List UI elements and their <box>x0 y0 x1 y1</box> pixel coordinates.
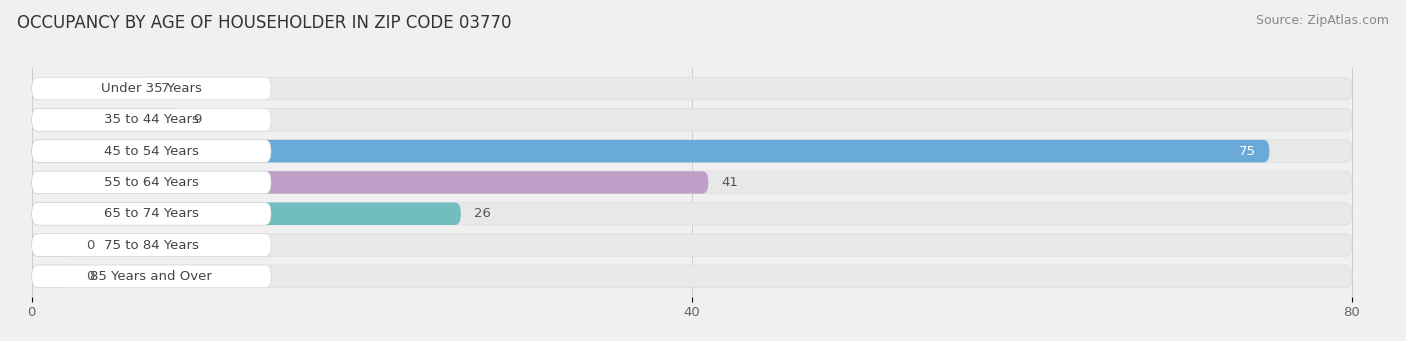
Text: 0: 0 <box>86 239 94 252</box>
FancyBboxPatch shape <box>32 108 1353 131</box>
FancyBboxPatch shape <box>32 108 180 131</box>
FancyBboxPatch shape <box>32 140 271 162</box>
FancyBboxPatch shape <box>32 77 148 100</box>
FancyBboxPatch shape <box>32 140 1270 162</box>
FancyBboxPatch shape <box>32 203 1353 225</box>
FancyBboxPatch shape <box>32 265 1353 287</box>
Text: 41: 41 <box>721 176 738 189</box>
Text: OCCUPANCY BY AGE OF HOUSEHOLDER IN ZIP CODE 03770: OCCUPANCY BY AGE OF HOUSEHOLDER IN ZIP C… <box>17 14 512 32</box>
FancyBboxPatch shape <box>32 203 271 225</box>
FancyBboxPatch shape <box>32 265 73 287</box>
Text: 9: 9 <box>194 113 202 126</box>
Text: 0: 0 <box>86 270 94 283</box>
FancyBboxPatch shape <box>32 234 73 256</box>
FancyBboxPatch shape <box>32 171 709 194</box>
Text: 55 to 64 Years: 55 to 64 Years <box>104 176 198 189</box>
FancyBboxPatch shape <box>32 108 271 131</box>
Text: 45 to 54 Years: 45 to 54 Years <box>104 145 198 158</box>
FancyBboxPatch shape <box>32 171 271 194</box>
Text: 65 to 74 Years: 65 to 74 Years <box>104 207 198 220</box>
Text: 7: 7 <box>160 82 169 95</box>
FancyBboxPatch shape <box>32 234 1353 256</box>
Text: Source: ZipAtlas.com: Source: ZipAtlas.com <box>1256 14 1389 27</box>
Text: 75 to 84 Years: 75 to 84 Years <box>104 239 198 252</box>
Text: 26: 26 <box>474 207 491 220</box>
FancyBboxPatch shape <box>32 265 271 287</box>
FancyBboxPatch shape <box>32 77 1353 100</box>
FancyBboxPatch shape <box>32 234 271 256</box>
FancyBboxPatch shape <box>32 203 461 225</box>
FancyBboxPatch shape <box>32 140 1353 162</box>
Text: 85 Years and Over: 85 Years and Over <box>90 270 212 283</box>
Text: Under 35 Years: Under 35 Years <box>101 82 202 95</box>
FancyBboxPatch shape <box>32 77 271 100</box>
FancyBboxPatch shape <box>32 171 1353 194</box>
Text: 35 to 44 Years: 35 to 44 Years <box>104 113 198 126</box>
Text: 75: 75 <box>1239 145 1256 158</box>
